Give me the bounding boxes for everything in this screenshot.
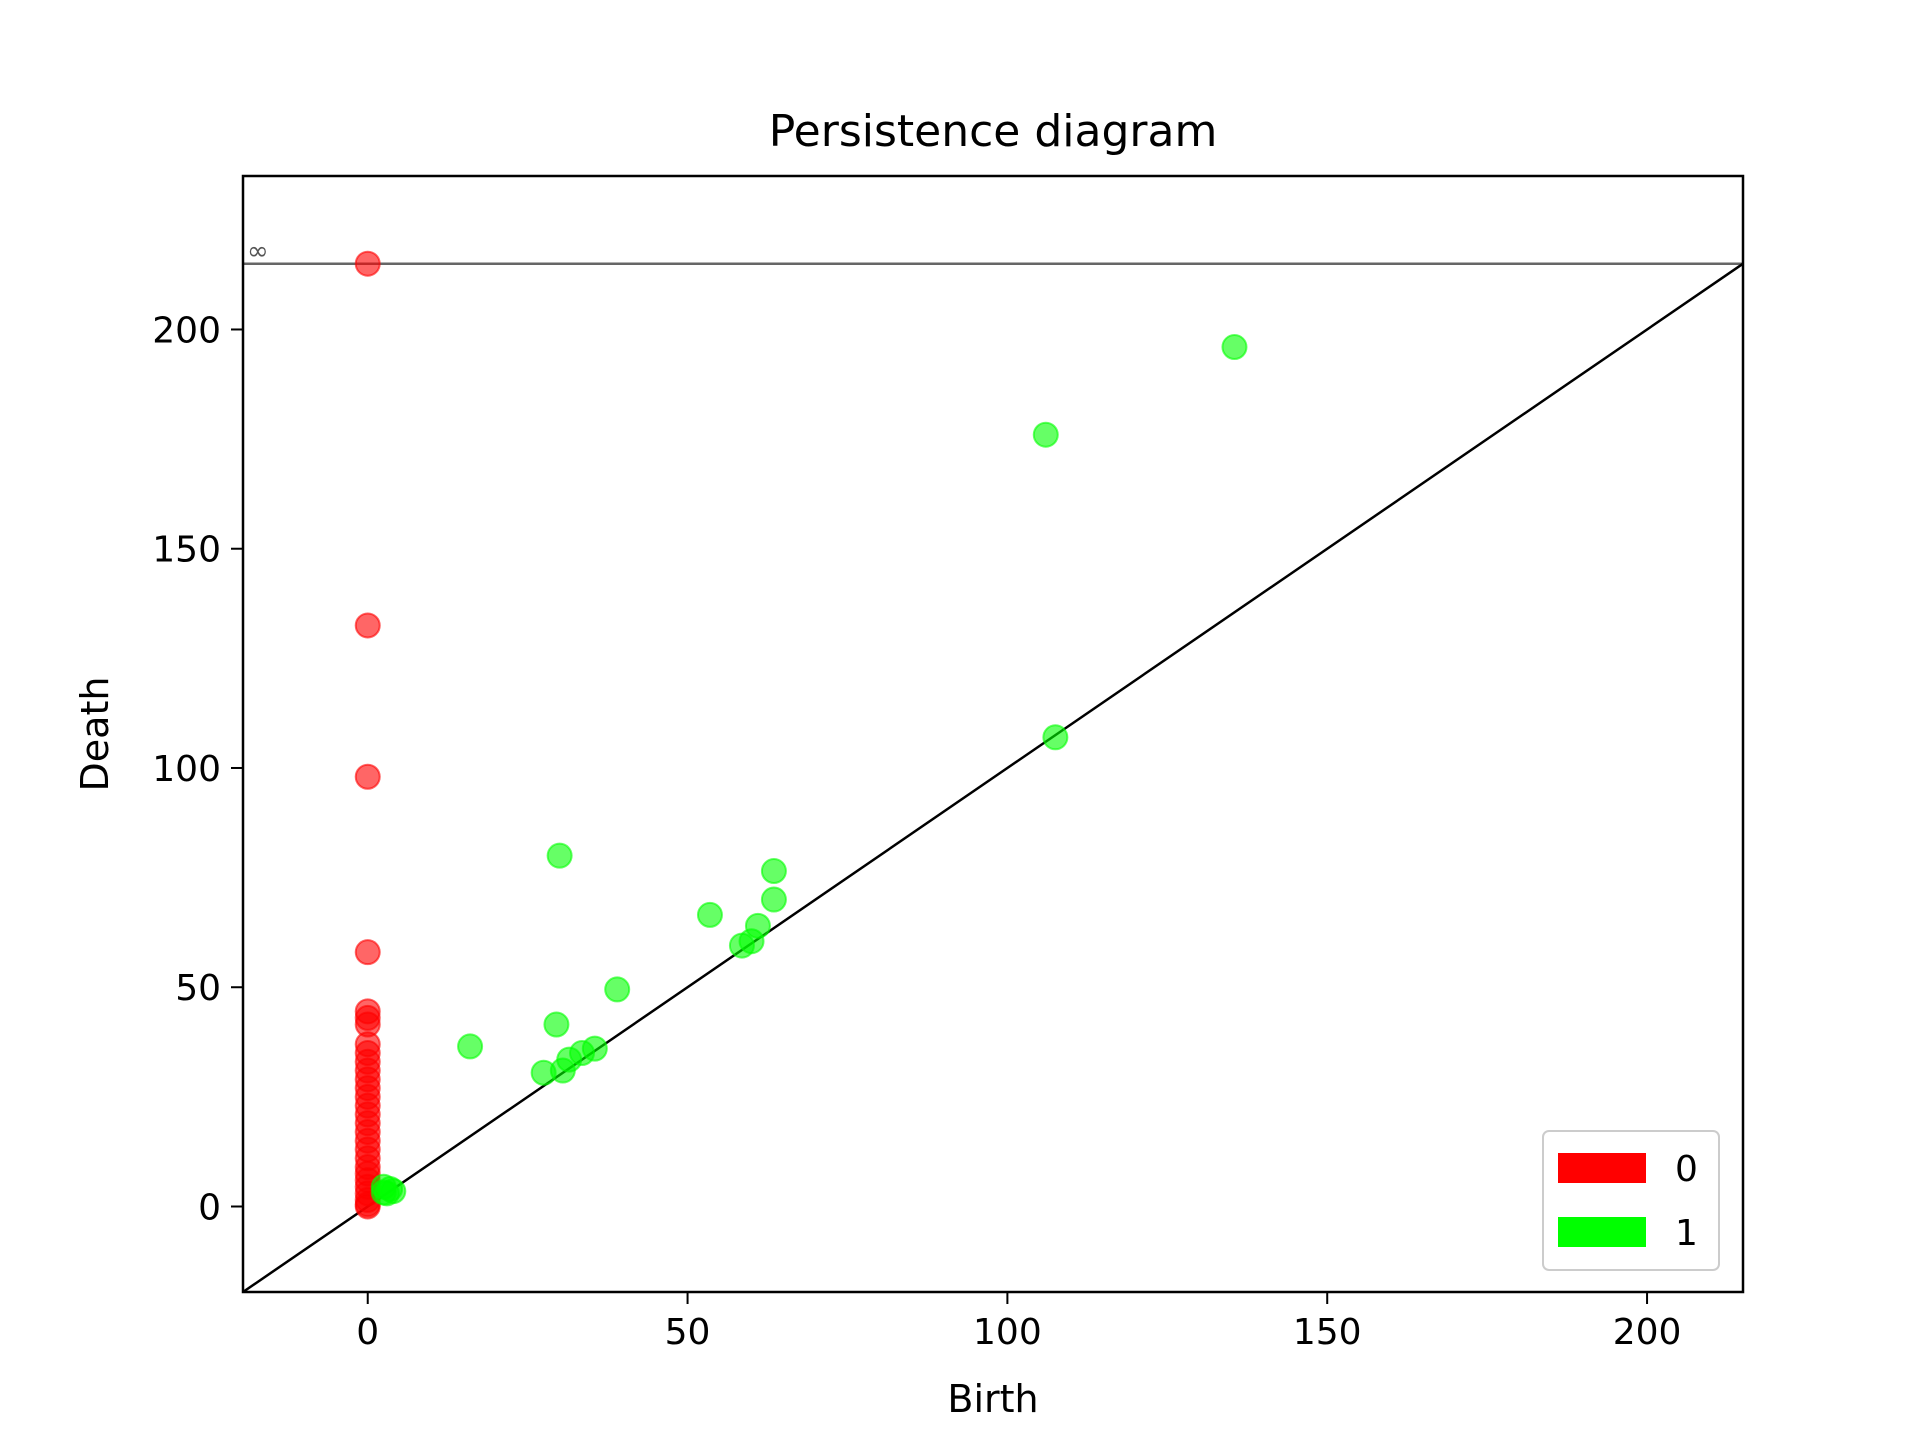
point-dim0-0 xyxy=(354,250,381,277)
point-dim1-6 xyxy=(696,901,723,928)
y-tick-label-50: 50 xyxy=(175,968,221,1009)
y-tick-label-100: 100 xyxy=(152,749,221,790)
point-dim1-0 xyxy=(1221,334,1248,361)
x-tick-label-150: 150 xyxy=(1293,1312,1362,1353)
x-tick-label-50: 50 xyxy=(665,1312,711,1353)
point-dim1-22 xyxy=(370,1179,397,1206)
infinity-label: ∞ xyxy=(247,237,269,267)
point-dim0-2 xyxy=(354,763,381,790)
x-tick-label-0: 0 xyxy=(356,1312,379,1353)
legend-swatch-0 xyxy=(1558,1153,1646,1183)
point-dim1-4 xyxy=(760,858,787,885)
point-dim0-3 xyxy=(354,939,381,966)
point-dim1-10 xyxy=(604,976,631,1003)
plot-area: 0 50 100 150 200 0 50 100 150 200 xyxy=(152,174,1745,1353)
y-tick-label-150: 150 xyxy=(152,530,221,571)
y-tick-label-200: 200 xyxy=(152,310,221,351)
point-dim1-1 xyxy=(1032,421,1059,448)
x-tick-label-200: 200 xyxy=(1613,1312,1682,1353)
point-dim1-9 xyxy=(728,932,755,959)
point-dim1-11 xyxy=(543,1011,570,1038)
plot-clipped-layer xyxy=(243,250,1743,1292)
point-dim1-17 xyxy=(530,1059,557,1086)
point-dim1-2 xyxy=(1042,724,1069,751)
x-axis-label: Birth xyxy=(947,1377,1038,1421)
y-axis-label: Death xyxy=(73,677,117,792)
y-tick-label-0: 0 xyxy=(198,1187,221,1228)
legend-label-0: 0 xyxy=(1675,1149,1698,1190)
legend-label-1: 1 xyxy=(1675,1213,1698,1254)
diagonal-line xyxy=(243,262,1743,1292)
legend-swatch-1 xyxy=(1558,1217,1646,1247)
point-dim1-3 xyxy=(546,842,573,869)
point-dim1-12 xyxy=(457,1033,484,1060)
plot-frame xyxy=(241,174,1745,1294)
point-dim0-1 xyxy=(354,612,381,639)
x-tick-label-100: 100 xyxy=(973,1312,1042,1353)
chart-title: Persistence diagram xyxy=(769,106,1218,157)
legend: 01 xyxy=(1542,1130,1720,1271)
point-dim1-5 xyxy=(760,886,787,913)
